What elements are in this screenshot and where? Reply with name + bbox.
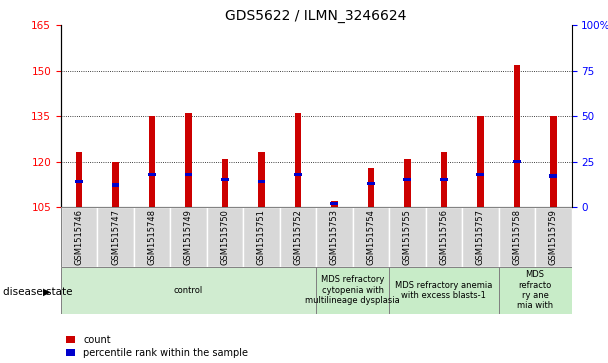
Bar bbox=[477, 116, 483, 207]
Text: GSM1515752: GSM1515752 bbox=[294, 209, 302, 265]
Bar bbox=[499, 267, 572, 314]
Bar bbox=[535, 207, 572, 267]
Text: GSM1515756: GSM1515756 bbox=[440, 209, 448, 265]
Bar bbox=[294, 172, 302, 176]
Bar bbox=[550, 116, 556, 207]
Bar bbox=[426, 207, 462, 267]
Bar bbox=[61, 267, 316, 314]
Text: GSM1515753: GSM1515753 bbox=[330, 209, 339, 265]
Bar bbox=[76, 152, 82, 207]
Text: GSM1515754: GSM1515754 bbox=[367, 209, 375, 265]
Bar bbox=[331, 201, 338, 205]
Bar bbox=[368, 168, 374, 207]
Text: MDS refractory anemia
with excess blasts-1: MDS refractory anemia with excess blasts… bbox=[395, 281, 492, 300]
Bar bbox=[75, 180, 83, 183]
Bar bbox=[207, 207, 243, 267]
Bar bbox=[462, 207, 499, 267]
Title: GDS5622 / ILMN_3246624: GDS5622 / ILMN_3246624 bbox=[226, 9, 407, 23]
Bar bbox=[316, 207, 353, 267]
Bar bbox=[280, 207, 316, 267]
Bar bbox=[440, 178, 447, 181]
Bar bbox=[112, 162, 119, 207]
Text: GSM1515749: GSM1515749 bbox=[184, 209, 193, 265]
Bar bbox=[404, 178, 411, 181]
Bar bbox=[97, 207, 134, 267]
Bar bbox=[258, 152, 264, 207]
Text: GSM1515759: GSM1515759 bbox=[549, 209, 558, 265]
Bar bbox=[134, 207, 170, 267]
Text: disease state: disease state bbox=[3, 287, 72, 297]
Bar bbox=[353, 207, 389, 267]
Bar bbox=[404, 159, 410, 207]
Text: ▶: ▶ bbox=[43, 287, 50, 297]
Bar bbox=[331, 201, 337, 207]
Bar bbox=[477, 172, 484, 176]
Text: GSM1515750: GSM1515750 bbox=[221, 209, 229, 265]
Bar bbox=[170, 207, 207, 267]
Bar bbox=[61, 207, 97, 267]
Text: GSM1515751: GSM1515751 bbox=[257, 209, 266, 265]
Text: GSM1515746: GSM1515746 bbox=[75, 209, 83, 265]
Bar bbox=[499, 207, 535, 267]
Bar bbox=[441, 152, 447, 207]
Bar bbox=[148, 172, 156, 176]
Bar bbox=[367, 182, 375, 185]
Bar bbox=[221, 178, 229, 181]
Text: GSM1515758: GSM1515758 bbox=[513, 209, 521, 265]
Bar bbox=[389, 267, 499, 314]
Bar bbox=[149, 116, 155, 207]
Text: MDS
refracto
ry ane
mia with: MDS refracto ry ane mia with bbox=[517, 270, 553, 310]
Text: MDS refractory
cytopenia with
multilineage dysplasia: MDS refractory cytopenia with multilinea… bbox=[305, 276, 400, 305]
Bar bbox=[185, 113, 192, 207]
Text: GSM1515757: GSM1515757 bbox=[476, 209, 485, 265]
Bar bbox=[389, 207, 426, 267]
Bar bbox=[514, 65, 520, 207]
Text: GSM1515747: GSM1515747 bbox=[111, 209, 120, 265]
Text: GSM1515755: GSM1515755 bbox=[403, 209, 412, 265]
Bar bbox=[513, 160, 520, 163]
Bar bbox=[185, 172, 192, 176]
Bar bbox=[112, 183, 119, 187]
Text: GSM1515748: GSM1515748 bbox=[148, 209, 156, 265]
Text: control: control bbox=[174, 286, 203, 295]
Bar bbox=[222, 159, 228, 207]
Bar bbox=[316, 267, 389, 314]
Bar bbox=[258, 180, 265, 183]
Bar bbox=[295, 113, 301, 207]
Legend: count, percentile rank within the sample: count, percentile rank within the sample bbox=[66, 335, 248, 358]
Bar bbox=[550, 174, 557, 178]
Bar bbox=[243, 207, 280, 267]
